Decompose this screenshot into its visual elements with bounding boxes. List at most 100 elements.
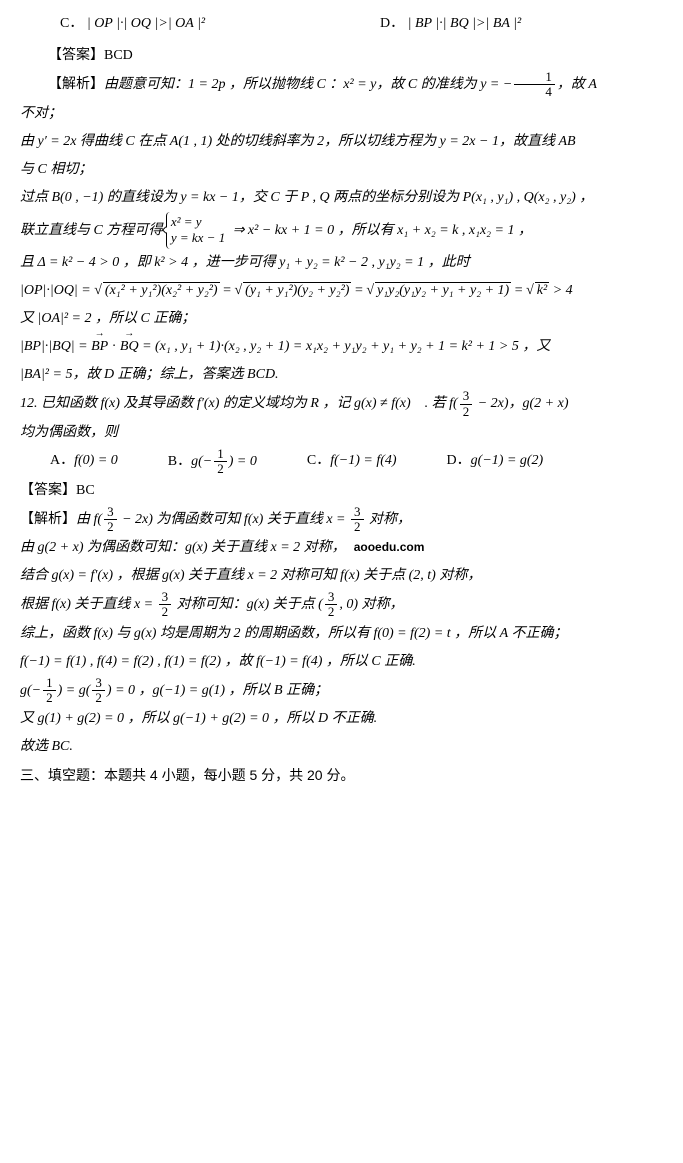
t: f(−1) = f(1) , f(4) = f(2) , f(1) = f(2)… bbox=[20, 654, 416, 669]
d: 2 bbox=[214, 462, 227, 476]
exp-label: 【解析】 bbox=[20, 512, 76, 527]
exp-line: 联立直线与 C 方程可得 x² = y y = kx − 1 ⇒ x² − kx… bbox=[20, 212, 663, 250]
n: 1 bbox=[43, 676, 56, 691]
t: > 4 bbox=[549, 283, 572, 298]
opt-c-math: | OP |·| OQ |>| OA |² bbox=[87, 16, 205, 31]
t: − 2x) bbox=[119, 512, 153, 527]
t: x = bbox=[326, 512, 349, 527]
q12-opt-c: C．f(−1) = f(4) bbox=[307, 447, 397, 477]
exp-line: |BP|·|BQ| = BP · BQ = (x₁ , y₁ + 1)·(x₂ … bbox=[20, 333, 663, 361]
t: 过点 B(0 , −1) 的直线设为 y = kx − 1，交 C 于 P , … bbox=[20, 190, 593, 205]
t: x² = y bbox=[343, 77, 376, 92]
t: ⇒ x² − kx + 1 = 0 ，所以有 x₁ + x₂ = k , x₁x… bbox=[233, 223, 532, 238]
t: f( bbox=[94, 512, 103, 527]
d: 2 bbox=[43, 691, 56, 705]
exp-line: 不对； bbox=[20, 100, 663, 128]
exp-line: |OP|·|OQ| = √(x₁² + y₁²)(x₂² + y₂²) = √(… bbox=[20, 277, 663, 305]
frac: 14 bbox=[514, 70, 555, 100]
ans-val: BCD bbox=[104, 48, 133, 63]
eq: = bbox=[515, 283, 526, 298]
t: , 0) bbox=[339, 597, 358, 612]
t: 由题意可知：1 = 2p ，所以抛物线 C ： bbox=[104, 77, 343, 92]
vec: BQ bbox=[120, 333, 139, 361]
n: 3 bbox=[159, 590, 172, 605]
t: 对称， bbox=[366, 512, 412, 527]
l: D． bbox=[447, 453, 471, 468]
q11-explanation: 【解析】由题意可知：1 = 2p ，所以抛物线 C ：x² = y，故 C 的准… bbox=[20, 70, 663, 389]
m: f(0) = 0 bbox=[74, 453, 118, 468]
exp-line: f(−1) = f(1) , f(4) = f(2) , f(1) = f(2)… bbox=[20, 648, 663, 676]
l: C． bbox=[307, 453, 330, 468]
rad: √ bbox=[94, 283, 102, 298]
t: 联立直线与 C 方程可得 bbox=[20, 223, 162, 238]
t: ( bbox=[318, 597, 323, 612]
t: f( bbox=[449, 396, 458, 411]
t: 为偶函数可知 f(x) 关于直线 bbox=[153, 512, 326, 527]
t: = 0 ，g(−1) = g(1) ，所以 B 正确； bbox=[112, 683, 329, 698]
m: g(−1) = g(2) bbox=[471, 453, 544, 468]
t: 与 C 相切； bbox=[20, 162, 92, 177]
t: |BA|² = 5，故 D 正确；综上，答案选 BCD. bbox=[20, 367, 279, 382]
n: 3 bbox=[351, 505, 364, 520]
d: 2 bbox=[351, 520, 364, 534]
q11-option-d: D． | BP |·| BQ |>| BA |² bbox=[380, 10, 521, 38]
exp-line: 综上，函数 f(x) 与 g(x) 均是周期为 2 的周期函数，所以有 f(0)… bbox=[20, 620, 663, 648]
t: − 2x) bbox=[474, 396, 508, 411]
t: 且 Δ = k² − 4 > 0 ，即 k² > 4 ，进一步可得 y₁ + y… bbox=[20, 255, 470, 270]
q12-opt-b: B．g(−12) = 0 bbox=[168, 447, 257, 477]
exp-line: 故选 BC. bbox=[20, 733, 663, 761]
frac: 12 bbox=[214, 447, 227, 477]
l: B． bbox=[168, 454, 191, 469]
q11-option-c: C． | OP |·| OQ |>| OA |² bbox=[60, 10, 380, 38]
frac: 32 bbox=[325, 590, 338, 620]
eq: = bbox=[223, 283, 234, 298]
exp-line: 【解析】由题意可知：1 = 2p ，所以抛物线 C ：x² = y，故 C 的准… bbox=[20, 70, 663, 100]
opt-d-label: D． bbox=[380, 16, 404, 31]
t: 根据 f(x) 关于直线 bbox=[20, 597, 134, 612]
exp-line: 结合 g(x) = f′(x) ，根据 g(x) 关于直线 x = 2 对称可知… bbox=[20, 562, 663, 590]
ans-label: 【答案】 bbox=[20, 483, 76, 498]
t: = (x₁ , y₁ + 1)·(x₂ , y₂ + 1) = x₁x₂ + y… bbox=[139, 339, 551, 354]
n: 3 bbox=[460, 389, 473, 404]
t: 对称， bbox=[358, 597, 404, 612]
t: 均为偶函数，则 bbox=[20, 425, 118, 440]
q12-options: A．f(0) = 0 B．g(−12) = 0 C．f(−1) = f(4) D… bbox=[50, 447, 663, 477]
n: 3 bbox=[325, 590, 338, 605]
t: ，故 A bbox=[557, 77, 597, 92]
t: 由 y′ = 2x 得曲线 C 在点 A(1 , 1) 处的切线斜率为 2，所以… bbox=[20, 134, 576, 149]
q12-opt-d: D．g(−1) = g(2) bbox=[447, 447, 544, 477]
s: (y₁ + y₁²)(y₂ + y₂²) bbox=[243, 282, 351, 298]
n: 3 bbox=[104, 505, 117, 520]
t: 12. 已知函数 f(x) 及其导函数 f′(x) 的定义域均为 R ，记 g(… bbox=[20, 396, 449, 411]
t: |BP|·|BQ| = bbox=[20, 339, 91, 354]
s: y₁y₂(y₁y₂ + y₁ + y₂ + 1) bbox=[375, 282, 511, 298]
d: 2 bbox=[92, 691, 105, 705]
m: f(−1) = f(4) bbox=[330, 453, 396, 468]
t: 由 bbox=[76, 512, 94, 527]
t: ) = g( bbox=[58, 683, 91, 698]
n: 1 bbox=[214, 447, 227, 462]
exp-line: 且 Δ = k² − 4 > 0 ，即 k² > 4 ，进一步可得 y₁ + y… bbox=[20, 249, 663, 277]
exp-line: 过点 B(0 , −1) 的直线设为 y = kx − 1，交 C 于 P , … bbox=[20, 184, 663, 212]
watermark: aooedu.com bbox=[354, 540, 425, 554]
frac: 32 bbox=[351, 505, 364, 535]
t: x = bbox=[134, 597, 157, 612]
brace: x² = y y = kx − 1 bbox=[166, 212, 229, 250]
q12-stem2: 均为偶函数，则 bbox=[20, 419, 663, 447]
q12: 12. 已知函数 f(x) 及其导函数 f′(x) 的定义域均为 R ，记 g(… bbox=[20, 389, 663, 476]
exp-line: 又 |OA|² = 2 ，所以 C 正确； bbox=[20, 305, 663, 333]
t: 又 g(1) + g(2) = 0 ，所以 g(−1) + g(2) = 0 ，… bbox=[20, 711, 377, 726]
exp-line: |BA|² = 5，故 D 正确；综上，答案选 BCD. bbox=[20, 361, 663, 389]
q12-opt-a: A．f(0) = 0 bbox=[50, 447, 118, 477]
t: g(− bbox=[20, 683, 41, 698]
exp-line: 【解析】由 f(32 − 2x) 为偶函数可知 f(x) 关于直线 x = 32… bbox=[20, 505, 663, 535]
d: 2 bbox=[104, 520, 117, 534]
l: A． bbox=[50, 453, 74, 468]
frac: 32 bbox=[104, 505, 117, 535]
m: = 0 bbox=[233, 454, 256, 469]
frac: 32 bbox=[460, 389, 473, 419]
n: 1 bbox=[514, 70, 555, 85]
q12-stem: 12. 已知函数 f(x) 及其导函数 f′(x) 的定义域均为 R ，记 g(… bbox=[20, 389, 663, 419]
t: 结合 g(x) = f′(x) ，根据 g(x) 关于直线 x = 2 对称可知… bbox=[20, 568, 481, 583]
d: 2 bbox=[460, 405, 473, 419]
